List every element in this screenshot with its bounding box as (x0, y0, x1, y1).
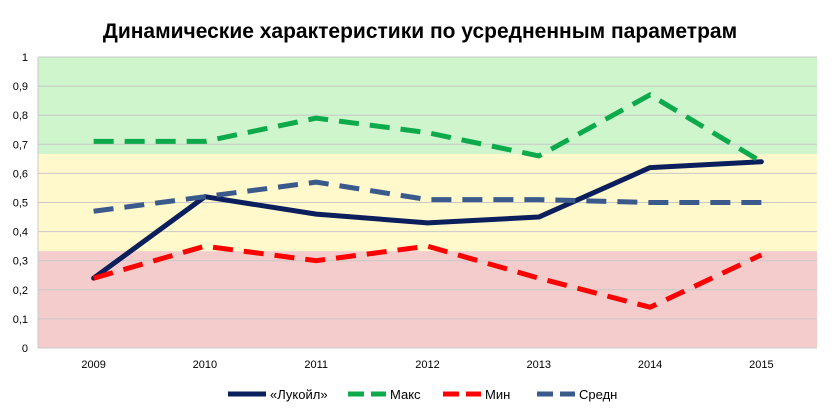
series-line-3 (92, 243, 763, 310)
legend-label-2: Макс (390, 387, 421, 402)
x-tick-label: 2014 (638, 359, 662, 371)
series-lines (91, 92, 764, 310)
x-tick-label: 2012 (415, 359, 439, 371)
y-tick-label: 0 (22, 343, 28, 355)
series-line-4 (93, 179, 762, 214)
legend-label-3: Мин (485, 387, 510, 402)
legend-label-4: Средн (579, 387, 617, 402)
legend-label-1: «Лукойл» (270, 387, 328, 402)
x-tick-label: 2013 (527, 359, 551, 371)
chart-title: Динамические характеристики по усредненн… (103, 20, 737, 43)
y-tick-label: 0,8 (13, 110, 28, 122)
legend: «Лукойл» Макс Мин Средн (228, 387, 617, 402)
background-band-0 (38, 251, 817, 348)
y-tick-label: 0,5 (13, 198, 28, 210)
x-tick-label: 2011 (304, 359, 328, 371)
y-tick-label: 0,4 (13, 227, 28, 239)
x-axis: 2009 2010 2011 2012 2013 2014 2015 (81, 359, 773, 371)
y-tick-label: 0,1 (13, 314, 28, 326)
y-tick-label: 0,6 (13, 168, 28, 180)
y-axis: 0 0,1 0,2 0,3 0,4 0,5 0,6 0,7 0,8 0,9 1 (13, 52, 28, 355)
y-tick-label: 0,2 (13, 285, 28, 297)
y-tick-label: 1 (22, 52, 28, 64)
x-tick-label: 2009 (81, 359, 105, 371)
x-tick-label: 2015 (749, 359, 773, 371)
background-band-2 (38, 57, 817, 154)
y-tick-label: 0,7 (13, 139, 28, 151)
y-tick-label: 0,3 (13, 256, 28, 268)
series-line-2 (93, 92, 763, 164)
y-tick-label: 0,9 (13, 81, 28, 93)
grid-lines (37, 56, 817, 349)
x-tick-label: 2010 (193, 359, 217, 371)
